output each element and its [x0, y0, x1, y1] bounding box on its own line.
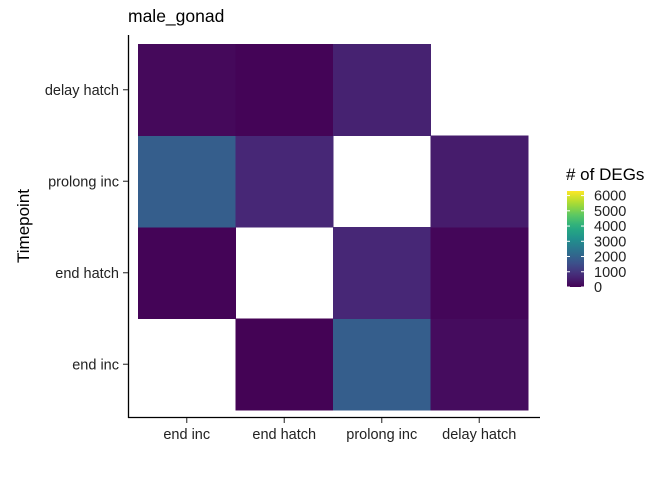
legend-tick-label: 5000 [594, 204, 626, 220]
y-axis-ticks: end inc end hatch prolong inc delay hatch [45, 83, 128, 373]
x-tick-label: prolong inc [346, 427, 417, 443]
legend-colorbar [567, 191, 584, 287]
y-tick-label: delay hatch [45, 83, 119, 99]
heatmap-cell-end-inc-delay-hatch [138, 44, 236, 136]
heatmap-cell-delay-hatch-prolong-inc [430, 135, 529, 228]
heatmap-cell-end-hatch-prolong-inc [235, 135, 334, 228]
legend-tick-label: 4000 [594, 219, 626, 235]
heatmap-cell-end-hatch-end-inc [235, 318, 334, 411]
heatmap-cell-end-inc-prolong-inc [138, 135, 236, 228]
legend-tick-label: 6000 [594, 189, 626, 205]
legend-tick-label: 3000 [594, 234, 626, 250]
y-tick-label: end inc [72, 357, 119, 373]
chart-title: male_gonad [128, 6, 224, 27]
y-tick-label: end hatch [55, 266, 119, 282]
x-tick-label: end inc [163, 427, 210, 443]
legend-tick-label: 0 [594, 280, 602, 296]
y-axis-title: Timepoint [14, 189, 33, 263]
legend-tick-label: 2000 [594, 250, 626, 266]
heatmap-cell-prolong-inc-end-hatch [333, 227, 431, 319]
x-axis-ticks: end inc end hatch prolong inc delay hatch [163, 418, 516, 443]
heatmap-cell-prolong-inc-end-inc [333, 318, 431, 411]
heatmap-cell-prolong-inc-delay-hatch [333, 44, 431, 136]
x-tick-label: delay hatch [442, 427, 516, 443]
heatmap-cell-end-inc-end-hatch [138, 227, 236, 319]
x-tick-label: end hatch [252, 427, 316, 443]
legend-tick-label: 1000 [594, 265, 626, 281]
heatmap-cell-delay-hatch-end-hatch [430, 227, 529, 319]
legend-title: # of DEGs [566, 165, 644, 184]
heatmap-cell-delay-hatch-end-inc [430, 318, 529, 411]
y-tick-label: prolong inc [48, 174, 119, 190]
heatmap-cells [138, 44, 529, 411]
heatmap-cell-end-hatch-delay-hatch [235, 44, 334, 136]
